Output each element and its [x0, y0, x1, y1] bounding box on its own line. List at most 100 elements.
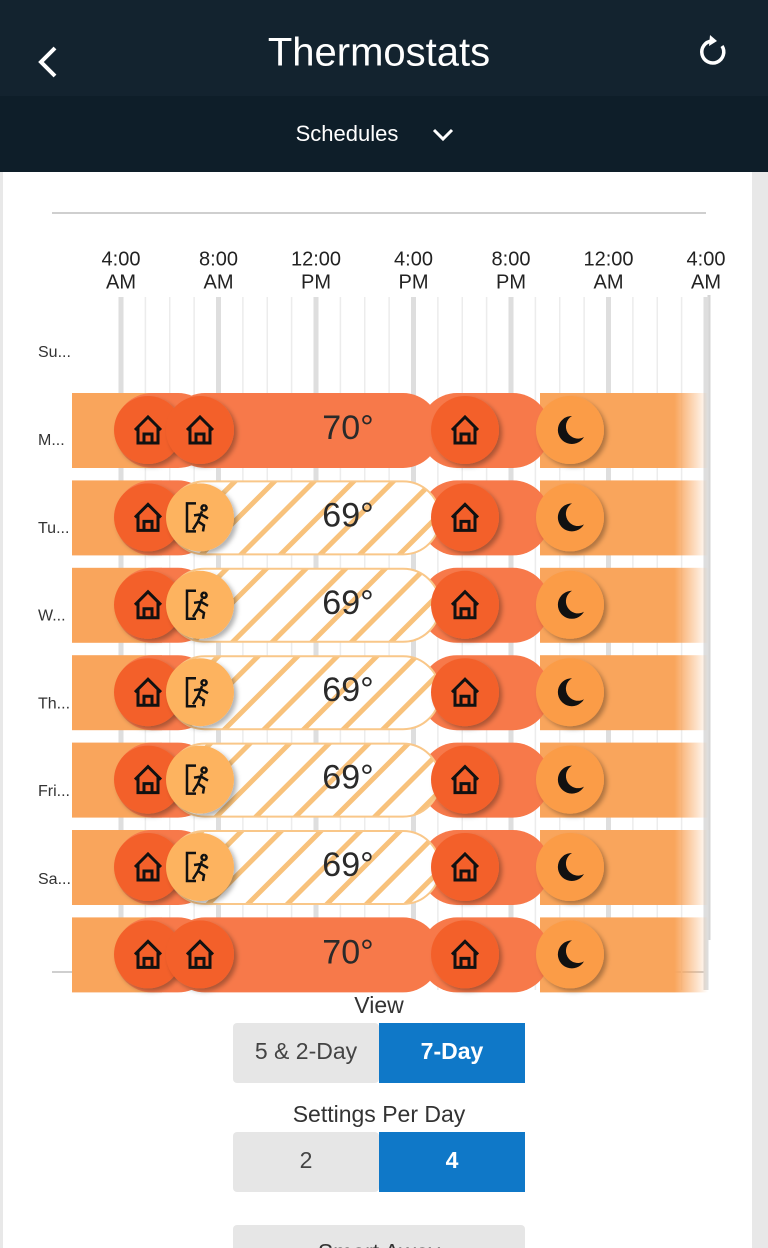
day-label: Fri...	[38, 783, 70, 800]
setting-circle	[114, 745, 182, 814]
setting-point[interactable]	[431, 396, 499, 464]
schedule-row[interactable]: 69°	[72, 567, 708, 643]
setting-point[interactable]	[431, 570, 499, 639]
setting-circle	[536, 658, 604, 727]
setting-point[interactable]	[536, 483, 604, 552]
setting-point[interactable]	[166, 920, 234, 989]
day-label: M...	[38, 432, 65, 449]
day-segment	[168, 917, 440, 993]
setting-point[interactable]	[166, 396, 234, 464]
schedule-row[interactable]: 70°	[72, 917, 708, 993]
refresh-icon	[700, 39, 726, 65]
subtitle: Schedules	[296, 121, 399, 146]
setting-circle	[114, 920, 182, 989]
moon-icon	[557, 765, 584, 794]
home-icon	[133, 939, 163, 969]
setting-point[interactable]	[431, 745, 499, 814]
setting-point[interactable]	[536, 396, 604, 464]
setting-circle	[431, 396, 499, 464]
time-label: 12:00	[291, 248, 341, 270]
schedule-row[interactable]: 69°	[72, 480, 708, 556]
time-period: AM	[594, 271, 624, 293]
setting-point[interactable]	[114, 833, 182, 901]
setting-circle	[431, 745, 499, 814]
schedule-row[interactable]: 69°	[72, 655, 708, 731]
toggle-text: 7-Day	[421, 1038, 484, 1064]
setting-point[interactable]	[166, 483, 234, 552]
schedules-dropdown[interactable]: Schedules	[296, 121, 454, 146]
setting-circle	[536, 396, 604, 464]
home-icon	[450, 851, 480, 882]
toggle-option[interactable]: 2	[233, 1132, 379, 1192]
setting-point[interactable]	[536, 745, 604, 814]
setting-point[interactable]	[536, 570, 604, 639]
setting-point[interactable]	[114, 396, 182, 464]
setting-point[interactable]	[431, 483, 499, 552]
setting-circle	[114, 658, 182, 727]
home-icon	[450, 764, 480, 795]
setting-point[interactable]	[536, 658, 604, 727]
toggle-option[interactable]: 5 & 2-Day	[233, 1023, 379, 1083]
setting-point[interactable]	[114, 745, 182, 814]
setting-circle	[114, 396, 182, 464]
setting-point[interactable]	[166, 658, 234, 727]
refresh-arrow	[709, 35, 717, 46]
moon-icon	[557, 503, 584, 532]
toggle-button	[379, 1132, 525, 1192]
smart-away-button[interactable]: Smart Away	[233, 1225, 525, 1248]
schedule-row[interactable]: 69°	[72, 830, 708, 905]
time-label: 8:00	[199, 248, 238, 270]
setting-circle	[114, 483, 182, 552]
setting-circle	[114, 570, 182, 639]
temperature: 70°	[322, 409, 373, 447]
time-period: PM	[301, 271, 331, 293]
home-icon	[185, 414, 215, 445]
time-period: AM	[106, 271, 136, 293]
toggle-button	[233, 1132, 379, 1192]
setting-point[interactable]	[166, 745, 234, 814]
time-label: 4:00	[687, 248, 726, 270]
setting-circle	[431, 833, 499, 901]
setting-point[interactable]	[166, 833, 234, 901]
schedule-row[interactable]: 69°	[72, 742, 708, 818]
setting-circle	[114, 833, 182, 901]
setting-point[interactable]	[114, 658, 182, 727]
setting-point[interactable]	[536, 833, 604, 901]
setting-circle	[536, 483, 604, 552]
toggle-option[interactable]: 4	[379, 1132, 525, 1192]
toggle-button	[233, 1023, 379, 1083]
day-segment	[168, 393, 440, 468]
home-icon	[450, 589, 480, 620]
away-icon	[185, 589, 209, 621]
home-icon	[133, 502, 163, 532]
toggle-option[interactable]: 7-Day	[379, 1023, 525, 1083]
temperature: 69°	[322, 584, 373, 622]
setting-point[interactable]	[431, 920, 499, 989]
refresh-button[interactable]	[700, 35, 726, 65]
setting-point[interactable]	[114, 570, 182, 639]
setting-circle	[431, 483, 499, 552]
day-label: Su...	[38, 344, 71, 361]
setting-point[interactable]	[536, 920, 604, 989]
setting-circle	[166, 396, 234, 464]
setting-point[interactable]	[431, 658, 499, 727]
setting-point[interactable]	[166, 570, 234, 639]
moon-icon	[557, 852, 584, 881]
day-label: Tu...	[38, 520, 69, 537]
toggle-text: 2	[300, 1147, 313, 1173]
dropdown-chevron	[432, 128, 454, 142]
moon-icon	[557, 415, 584, 444]
setting-point[interactable]	[431, 833, 499, 901]
setting-circle	[431, 920, 499, 989]
setting-circle	[431, 570, 499, 639]
temperature: 69°	[322, 671, 373, 709]
schedule-row[interactable]: 70°	[72, 393, 708, 468]
toggle-button	[379, 1023, 525, 1083]
setting-point[interactable]	[114, 920, 182, 989]
setting-point[interactable]	[114, 483, 182, 552]
toggle-text: 4	[446, 1147, 459, 1173]
toggle-label: Settings Per Day	[293, 1101, 466, 1127]
back-button[interactable]	[38, 46, 57, 78]
